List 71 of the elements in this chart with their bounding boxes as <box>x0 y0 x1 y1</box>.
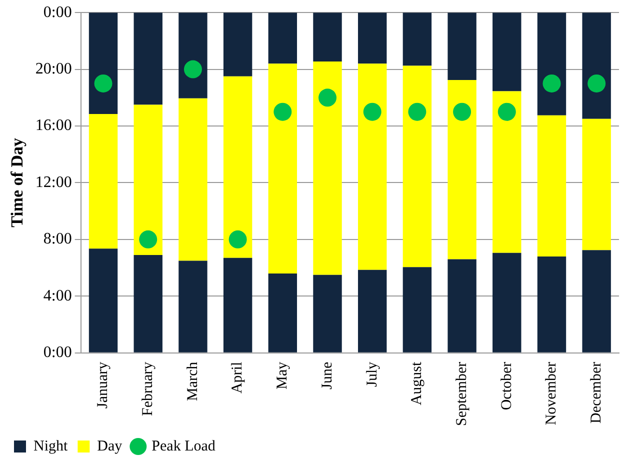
x-tick-label: July <box>364 361 380 387</box>
point <box>94 74 112 92</box>
point <box>453 102 472 121</box>
bar <box>492 91 522 253</box>
bar <box>582 250 611 352</box>
x-tick-label: March <box>184 361 201 402</box>
bar <box>582 118 611 250</box>
y-tick-label: 4:00 <box>43 287 72 304</box>
point <box>498 102 516 121</box>
y-tick-label: 12:00 <box>35 174 72 191</box>
bar <box>582 12 611 119</box>
x-tick-label: June <box>319 362 336 390</box>
point <box>228 230 247 248</box>
point <box>408 102 426 121</box>
bar <box>88 248 118 352</box>
legend-label: Night <box>34 438 68 454</box>
legend-label: Peak Load <box>152 438 216 454</box>
bar <box>448 259 476 352</box>
bar <box>402 66 432 268</box>
bar <box>313 274 342 352</box>
point <box>274 102 292 121</box>
bar <box>448 80 476 260</box>
bar <box>134 12 162 105</box>
point <box>318 88 336 107</box>
x-tick-label: October <box>498 362 515 410</box>
bar <box>358 12 387 64</box>
x-tick-label: February <box>140 361 156 416</box>
y-tick-label: 20:00 <box>35 60 72 78</box>
bar <box>358 270 387 352</box>
bar <box>402 267 432 352</box>
bar <box>358 64 387 270</box>
point <box>588 74 606 92</box>
bar <box>537 115 566 256</box>
bar <box>88 114 118 249</box>
bar <box>268 12 298 64</box>
x-tick-label: December <box>588 362 605 424</box>
bar <box>492 12 522 92</box>
bar <box>134 255 162 352</box>
bar <box>313 62 342 275</box>
bar <box>268 64 298 274</box>
bar <box>537 256 566 352</box>
x-tick-label: August <box>409 361 426 406</box>
bar <box>268 273 298 352</box>
x-tick-label: September <box>454 362 470 426</box>
y-axis-title: Time of Day <box>8 138 27 228</box>
x-tick-label: November <box>544 362 560 426</box>
x-tick-label: January <box>95 361 112 409</box>
legend-label: Day <box>97 438 123 454</box>
point <box>139 230 158 248</box>
bar <box>178 12 208 98</box>
bar <box>178 260 208 352</box>
bar <box>88 12 118 114</box>
y-tick-label: 0:00 <box>43 4 72 21</box>
x-tick-label: May <box>274 361 291 390</box>
point <box>363 102 382 121</box>
bar <box>402 12 432 66</box>
point <box>184 60 202 78</box>
bar <box>134 104 162 256</box>
bar <box>223 12 252 76</box>
y-tick-label: 16:00 <box>35 117 72 134</box>
bar <box>223 258 252 352</box>
bar <box>178 98 208 261</box>
y-tick-label: 0:00 <box>43 344 72 362</box>
bar <box>492 252 522 352</box>
bar <box>448 12 476 80</box>
bar <box>313 12 342 62</box>
x-tick-label: April <box>230 362 246 394</box>
point <box>542 74 561 92</box>
y-tick-label: 8:00 <box>43 230 72 248</box>
bar <box>537 12 566 116</box>
bar <box>223 76 252 258</box>
